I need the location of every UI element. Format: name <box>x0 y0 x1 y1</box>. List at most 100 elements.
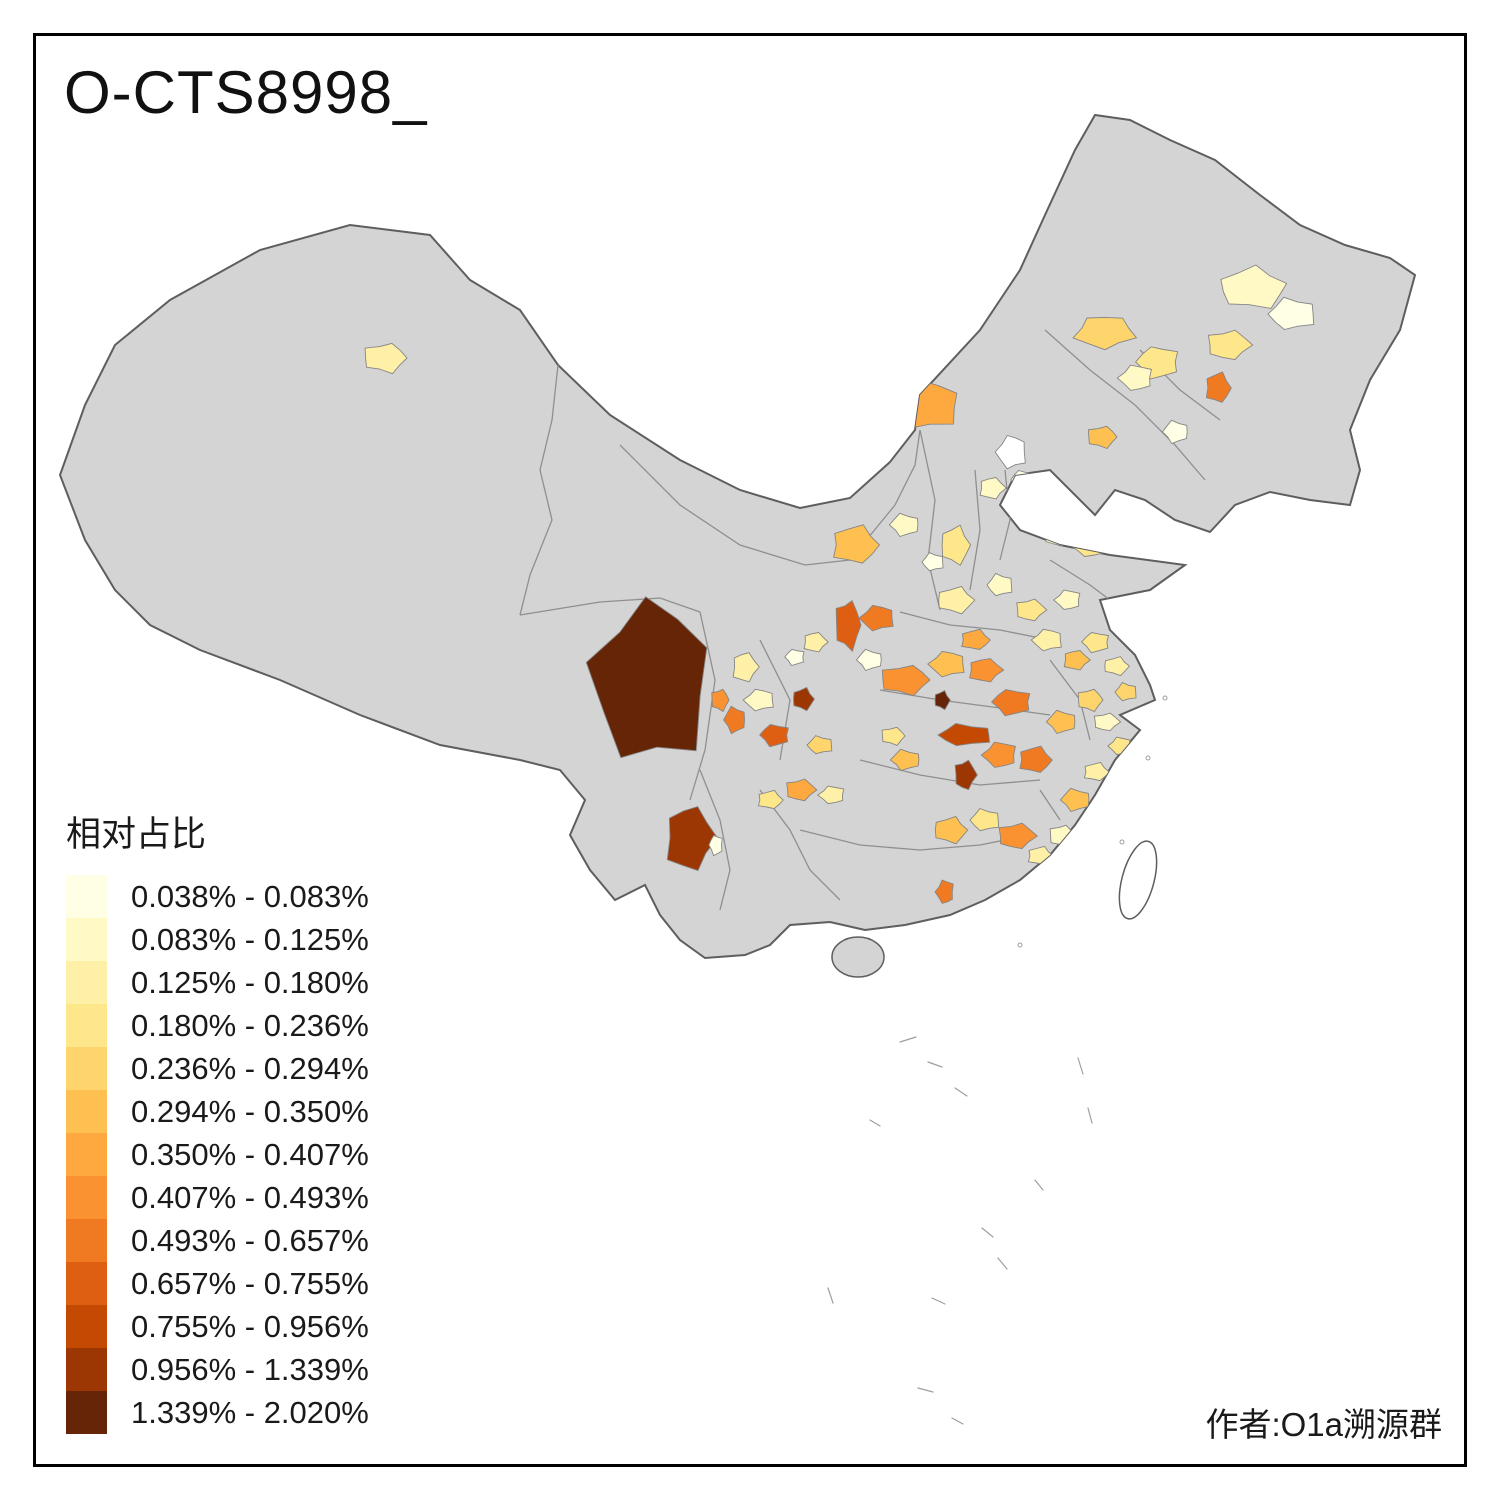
legend-label: 0.083% - 0.125% <box>131 921 369 957</box>
map-region <box>364 342 408 375</box>
map-region <box>1019 745 1053 773</box>
map-region <box>1205 371 1232 403</box>
map-region <box>723 705 745 735</box>
legend-item: 1.339% - 2.020% <box>66 1391 369 1434</box>
legend-swatch <box>66 1176 107 1219</box>
legend-swatch <box>66 1133 107 1176</box>
legend-item: 0.294% - 0.350% <box>66 1090 369 1133</box>
map-region <box>937 723 990 747</box>
legend-title: 相对占比 <box>66 815 207 854</box>
legend-item: 0.493% - 0.657% <box>66 1219 369 1262</box>
map-region <box>979 477 1007 500</box>
map-region <box>934 879 954 904</box>
map-region <box>1063 650 1092 671</box>
map-region <box>1016 598 1048 622</box>
map-region <box>969 807 1000 832</box>
map-region <box>927 650 965 678</box>
map-region <box>1161 419 1188 445</box>
map-region <box>1087 425 1118 450</box>
map-region <box>980 741 1016 768</box>
legend-label: 0.038% - 0.083% <box>131 878 369 914</box>
legend-swatch <box>66 1004 107 1047</box>
mainland-outline <box>58 113 1417 960</box>
legend-label: 0.493% - 0.657% <box>131 1222 369 1258</box>
legend-item: 0.956% - 1.339% <box>66 1348 369 1391</box>
map-region <box>835 600 862 653</box>
map-region <box>934 689 951 711</box>
legend-swatch <box>66 1090 107 1133</box>
map-region <box>1116 364 1152 391</box>
legend-item: 0.083% - 0.125% <box>66 918 369 961</box>
south-china-sea-islands <box>827 695 1168 1425</box>
map-region <box>806 735 833 755</box>
map-region <box>585 596 708 759</box>
map-region <box>1030 628 1062 652</box>
map-region <box>941 524 972 566</box>
map-region <box>1093 712 1122 732</box>
legend-item: 0.407% - 0.493% <box>66 1176 369 1219</box>
map-region <box>793 686 815 712</box>
map-region <box>759 724 789 748</box>
legend-label: 1.339% - 2.020% <box>131 1394 369 1430</box>
map-region <box>990 689 1031 717</box>
map-region <box>1044 523 1076 547</box>
legend-swatch <box>66 1262 107 1305</box>
map-region <box>1052 589 1081 610</box>
map-region <box>921 552 944 572</box>
map-region <box>954 759 978 791</box>
map-region <box>888 512 919 538</box>
legend-label: 0.350% - 0.407% <box>131 1136 369 1172</box>
map-region <box>994 434 1026 470</box>
map-region <box>732 652 760 683</box>
map-region <box>1220 264 1288 309</box>
map-region <box>784 648 805 667</box>
map-region <box>1081 632 1110 654</box>
legend-item: 0.755% - 0.956% <box>66 1305 369 1348</box>
legend-item: 0.180% - 0.236% <box>66 1004 369 1047</box>
legend-swatch <box>66 1047 107 1090</box>
map-region <box>938 585 976 615</box>
map-region <box>986 572 1013 597</box>
map-region <box>666 806 719 872</box>
legend: 相对占比 0.038% - 0.083% 0.083% - 0.125% 0.125… <box>66 806 369 1434</box>
legend-swatch <box>66 875 107 918</box>
map-region <box>711 688 730 713</box>
legend-label: 0.657% - 0.755% <box>131 1265 369 1301</box>
map-region <box>1207 329 1254 361</box>
legend-item: 0.038% - 0.083% <box>66 875 369 918</box>
map-region <box>1104 656 1131 677</box>
legend-item: 0.657% - 0.755% <box>66 1262 369 1305</box>
legend-swatch <box>66 961 107 1004</box>
map-region <box>833 524 881 564</box>
map-region <box>1059 787 1090 813</box>
legend-item: 0.236% - 0.294% <box>66 1047 369 1090</box>
map-region <box>858 604 894 632</box>
legend-label: 0.125% - 0.180% <box>131 964 369 1000</box>
legend-label: 0.956% - 1.339% <box>131 1351 369 1387</box>
map-region <box>961 628 991 650</box>
map-region <box>757 789 784 810</box>
map-region <box>816 785 845 805</box>
legend-swatch <box>66 1219 107 1262</box>
hainan-island <box>831 936 885 978</box>
map-region <box>742 688 774 712</box>
map-region <box>889 748 920 772</box>
legend-item: 0.350% - 0.407% <box>66 1133 369 1176</box>
legend-items: 0.038% - 0.083% 0.083% - 0.125% 0.125% - 0… <box>66 875 369 1434</box>
prefecture-regions <box>364 264 1315 904</box>
legend-item: 0.125% - 0.180% <box>66 961 369 1004</box>
legend-label: 0.755% - 0.956% <box>131 1308 369 1344</box>
map-region <box>969 658 1005 683</box>
map-region <box>1045 709 1076 735</box>
map-region <box>881 664 931 697</box>
map-region <box>786 778 818 802</box>
legend-label: 0.180% - 0.236% <box>131 1007 369 1043</box>
legend-label: 0.407% - 0.493% <box>131 1179 369 1215</box>
map-region <box>1267 296 1315 330</box>
map-region <box>1083 761 1110 782</box>
map-region <box>934 815 969 845</box>
legend-label: 0.294% - 0.350% <box>131 1093 369 1129</box>
legend-label: 0.236% - 0.294% <box>131 1050 369 1086</box>
